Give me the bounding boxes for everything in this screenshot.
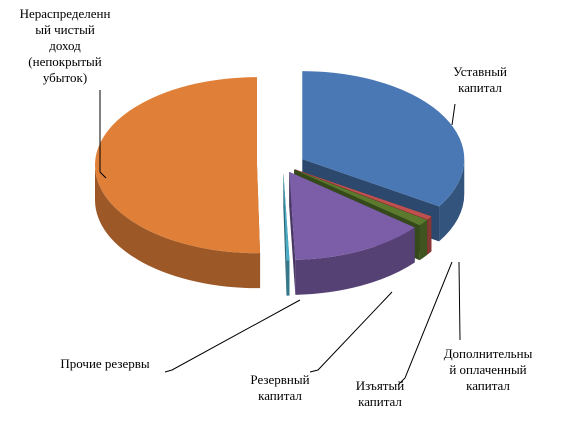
slice	[289, 171, 415, 295]
slice-side	[286, 260, 290, 296]
slice	[95, 77, 261, 289]
leader-line	[164, 299, 301, 373]
label: Резервный капитал	[250, 372, 310, 403]
label: Изъятый капитал	[355, 378, 405, 409]
leader-line	[99, 90, 107, 179]
slice-top	[294, 169, 432, 220]
slice-top	[294, 169, 428, 226]
slice-cut	[283, 172, 287, 296]
leader-line	[397, 261, 453, 386]
slice-side	[419, 220, 428, 261]
leader-line	[451, 103, 456, 126]
slice-top	[95, 77, 261, 254]
label: Нераспределенн ый чистый доход (непокрыт…	[19, 6, 111, 85]
leader-line	[458, 261, 461, 341]
slice-cut	[289, 171, 296, 295]
slice-top	[283, 172, 290, 261]
label: Прочие резервы	[60, 356, 150, 371]
slice-side	[427, 216, 432, 255]
slice-side	[439, 159, 465, 242]
slice	[283, 172, 290, 296]
slice-side	[95, 165, 261, 289]
leader-line	[309, 291, 393, 373]
slice-top	[289, 171, 415, 260]
slice-side	[295, 227, 415, 295]
label: Дополнительны й оплаченный капитал	[443, 346, 533, 393]
slice-top	[302, 71, 465, 207]
label: Уставный капитал	[453, 64, 507, 95]
